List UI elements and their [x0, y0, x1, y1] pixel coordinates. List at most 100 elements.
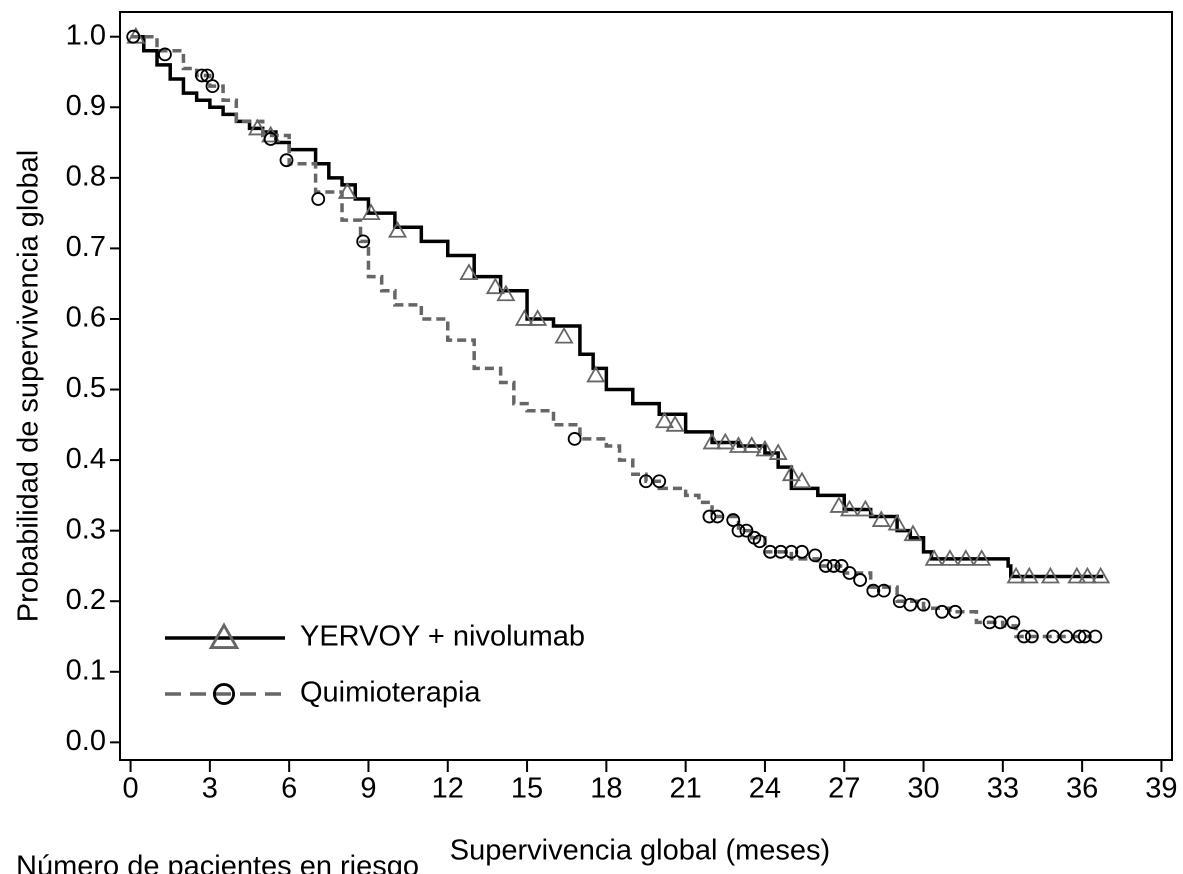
censor-mark: [972, 549, 992, 566]
survival-curve: [130, 34, 1104, 579]
censor-mark: [1088, 629, 1103, 644]
censor-mark: [956, 549, 976, 566]
censor-mark: [855, 499, 875, 517]
censor-mark: [279, 153, 294, 168]
x-tick-label: 33: [987, 773, 1019, 805]
censor-mark: [158, 47, 172, 62]
censor-mark: [903, 597, 918, 612]
censor-mark: [935, 604, 949, 619]
censor-mark: [361, 203, 381, 221]
censor-mark: [195, 68, 209, 83]
censor-mark: [702, 432, 722, 450]
censor-mark: [755, 439, 775, 457]
censor-mark: [702, 509, 717, 524]
legend-label: Quimioterapia: [300, 677, 481, 709]
censor-mark: [1017, 629, 1031, 644]
censor-mark: [818, 559, 833, 573]
y-tick-label: 1.0: [66, 19, 106, 51]
censor-mark: [871, 510, 891, 527]
censor-mark: [808, 548, 823, 563]
censor-mark: [1067, 566, 1087, 584]
censor-mark: [940, 549, 960, 566]
censor-mark: [916, 597, 931, 612]
censor-mark: [834, 559, 849, 573]
censor-mark: [200, 68, 215, 83]
censor-mark: [126, 29, 141, 44]
censor-mark: [784, 544, 799, 559]
survival-curve: [130, 34, 1091, 639]
x-tick-label: 18: [590, 773, 622, 805]
censor-mark: [459, 263, 479, 280]
y-axis-label: Probabilidad de supervivencia global: [13, 150, 45, 622]
censor-mark: [763, 544, 778, 559]
censor-mark: [514, 309, 534, 326]
y-tick-label: 0.0: [66, 725, 106, 757]
censor-mark: [1006, 566, 1026, 584]
censor-mark: [1046, 629, 1060, 644]
censor-mark: [586, 365, 606, 383]
censor-mark: [311, 192, 326, 206]
x-tick-label: 12: [432, 773, 464, 805]
y-tick-label: 0.4: [66, 443, 106, 475]
censor-mark: [924, 549, 944, 566]
y-tick-label: 0.2: [66, 584, 106, 616]
x-tick-label: 0: [123, 773, 139, 805]
x-tick-label: 3: [202, 773, 218, 805]
censor-mark: [356, 234, 371, 249]
censor-mark: [715, 432, 735, 450]
y-tick-label: 0.7: [66, 231, 106, 263]
x-tick-label: 39: [1145, 773, 1177, 805]
censor-mark: [853, 573, 868, 587]
censor-mark: [768, 443, 788, 460]
censor-mark: [485, 277, 505, 295]
censor-mark: [982, 615, 997, 630]
censor-mark: [1072, 629, 1087, 644]
x-tick-label: 27: [828, 773, 860, 805]
x-axis-label: Supervivencia global (meses): [450, 835, 830, 867]
censor-mark: [1006, 615, 1021, 630]
x-tick-label: 6: [281, 773, 297, 805]
censor-mark: [1019, 566, 1039, 584]
x-tick-label: 30: [907, 773, 939, 805]
plot-frame: [119, 11, 1173, 761]
censor-mark: [726, 513, 741, 527]
censor-mark: [742, 436, 762, 453]
censor-mark: [781, 464, 801, 482]
censor-mark: [842, 566, 857, 580]
censor-mark: [866, 583, 881, 598]
y-tick-label: 0.1: [66, 654, 106, 686]
censor-mark: [731, 523, 746, 538]
censor-mark: [792, 471, 812, 489]
censor-mark: [829, 496, 849, 513]
y-tick-label: 0.6: [66, 302, 106, 334]
x-tick-label: 21: [670, 773, 702, 805]
censor-mark: [554, 326, 574, 344]
censor-mark: [903, 524, 923, 542]
censor-mark: [1059, 629, 1074, 644]
censor-mark: [710, 509, 725, 524]
censor-mark: [795, 544, 809, 559]
y-tick-label: 0.9: [66, 90, 106, 122]
censor-mark: [205, 79, 220, 93]
legend-marker: [208, 622, 240, 650]
censor-mark: [263, 132, 278, 146]
censor-mark: [739, 523, 754, 538]
censor-mark: [993, 615, 1008, 630]
censor-mark: [948, 604, 963, 619]
censor-mark: [247, 118, 267, 136]
censor-mark: [567, 432, 582, 446]
censor-mark: [654, 411, 675, 429]
censor-mark: [1091, 566, 1111, 584]
censor-mark: [1077, 566, 1097, 584]
y-tick-label: 0.5: [66, 372, 106, 404]
y-tick-label: 0.3: [66, 513, 106, 545]
censor-mark: [1077, 629, 1092, 644]
censor-mark: [826, 559, 841, 573]
x-tick-label: 24: [749, 773, 781, 805]
censor-mark: [652, 474, 667, 489]
censor-mark: [1040, 566, 1060, 584]
x-tick-label: 9: [360, 773, 376, 805]
censor-mark: [887, 513, 907, 531]
censor-mark: [496, 284, 516, 302]
x-tick-label: 36: [1066, 773, 1098, 805]
